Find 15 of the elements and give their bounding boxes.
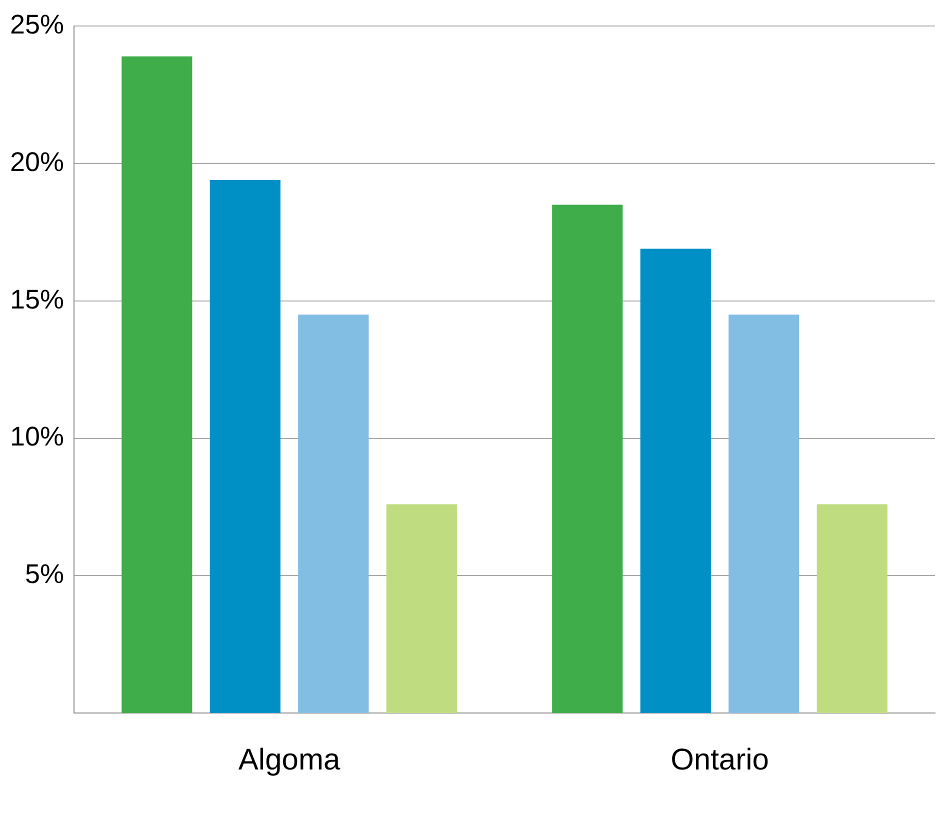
y-tick-label: 25%: [10, 10, 64, 40]
y-tick-label: 10%: [10, 422, 64, 452]
y-tick-label: 20%: [10, 147, 64, 178]
bar: [298, 314, 369, 713]
x-tick-label: Ontario: [670, 743, 769, 776]
bar: [122, 56, 192, 713]
y-tick-label: 15%: [10, 284, 64, 314]
bar: [728, 314, 800, 713]
bar: [640, 248, 711, 713]
bar: [386, 504, 457, 713]
y-tick-label: 5%: [25, 559, 64, 590]
x-tick-label: Algoma: [238, 743, 340, 776]
bar: [552, 204, 623, 713]
bar: [210, 180, 280, 713]
bar: [816, 504, 888, 713]
